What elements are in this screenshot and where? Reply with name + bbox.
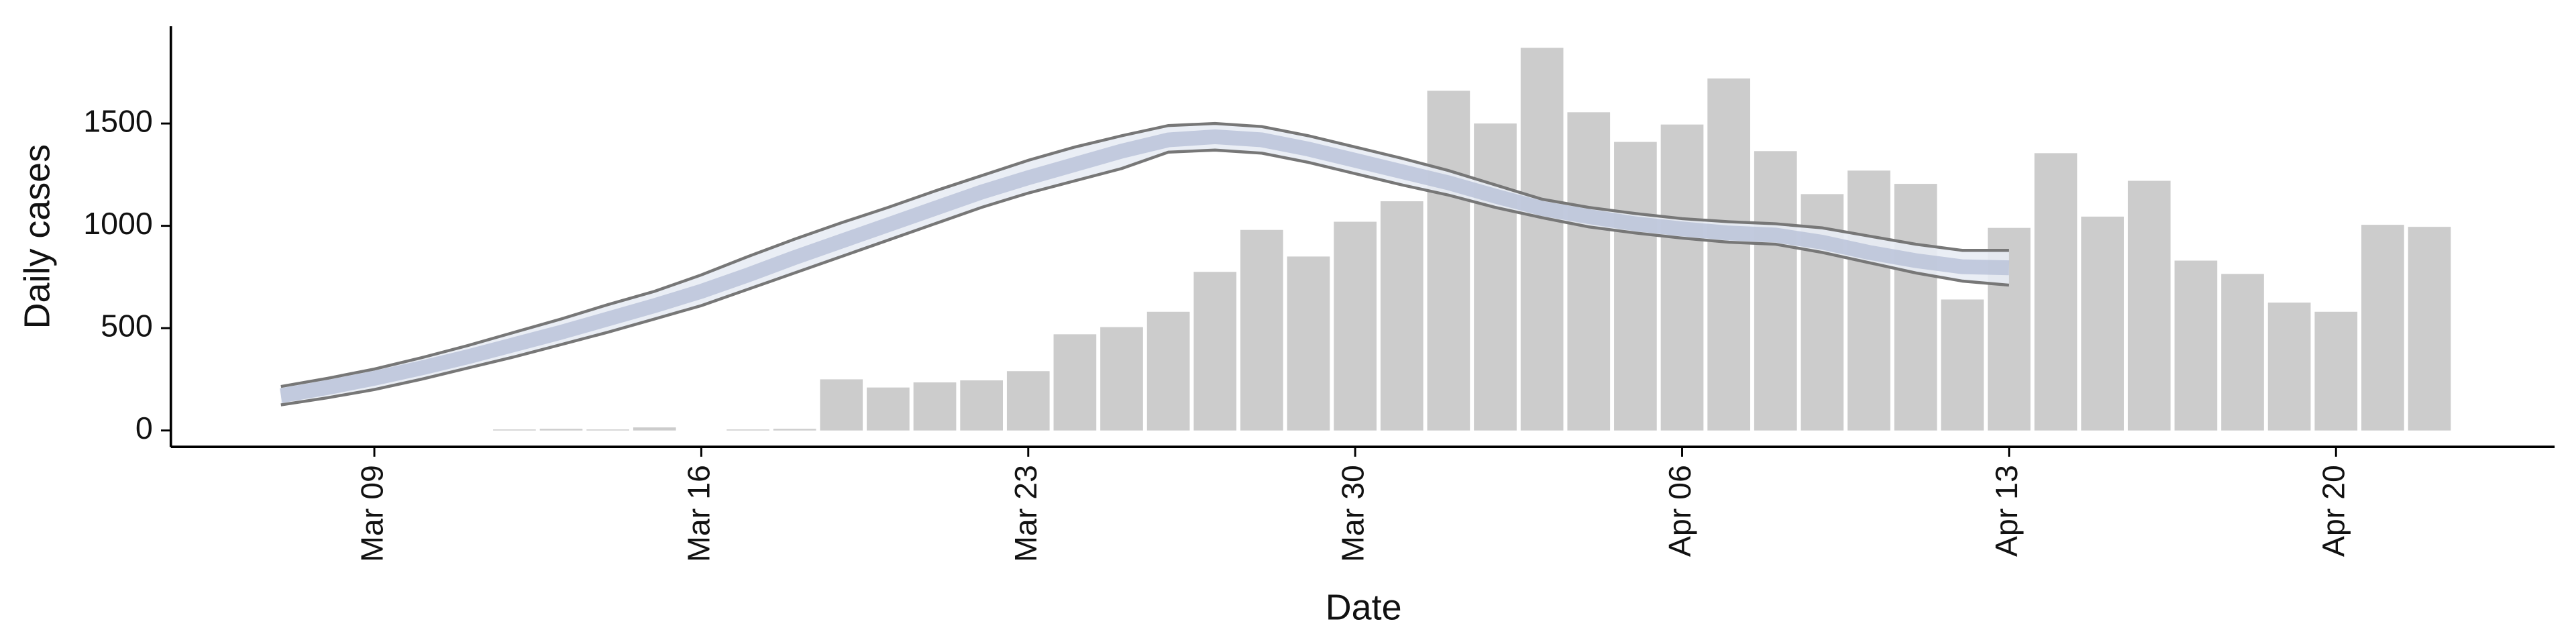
- bar: [867, 387, 910, 431]
- y-tick-label: 0: [136, 411, 153, 445]
- bar: [1707, 78, 1750, 431]
- x-tick-label: Mar 16: [682, 465, 716, 562]
- bar: [1567, 112, 1611, 431]
- ribbon-lower-edge: [280, 148, 2010, 407]
- bar: [2081, 216, 2124, 431]
- bar: [1100, 327, 1143, 431]
- bar: [586, 429, 629, 431]
- bar: [1334, 221, 1377, 431]
- bar: [1614, 142, 1657, 431]
- median-line: [279, 129, 2010, 403]
- bar: [2267, 303, 2311, 431]
- ribbon-upper-edge: [280, 121, 2009, 388]
- bar: [960, 380, 1003, 431]
- bar: [493, 429, 536, 431]
- bar: [1754, 151, 1797, 431]
- bar: [2034, 153, 2078, 431]
- bar: [2361, 225, 2404, 431]
- bar: [2221, 274, 2264, 431]
- x-tick-label: Apr 13: [1989, 465, 2024, 557]
- bar: [539, 429, 583, 431]
- bar: [820, 379, 863, 431]
- bar: [773, 429, 816, 431]
- bar: [1427, 91, 1470, 431]
- x-tick-label: Mar 30: [1335, 465, 1370, 562]
- bar: [913, 382, 957, 431]
- bar: [1474, 123, 1517, 431]
- bar: [1894, 184, 1937, 431]
- bar: [1193, 272, 1237, 431]
- x-axis-title: Date: [1326, 587, 1402, 627]
- bar: [1240, 229, 1283, 431]
- x-tick-label: Mar 09: [354, 465, 389, 562]
- bar: [1287, 256, 1330, 431]
- bar: [1146, 311, 1190, 431]
- bar: [2174, 260, 2218, 431]
- bar: [1380, 201, 1424, 431]
- bar: [1053, 334, 1097, 431]
- bar: [2127, 180, 2171, 431]
- y-tick-label: 500: [101, 308, 153, 343]
- bar: [1006, 371, 1050, 431]
- bar: [727, 429, 769, 431]
- bar: [1847, 170, 1890, 431]
- bar: [1660, 124, 1704, 431]
- y-axis-title: Daily cases: [17, 144, 57, 329]
- x-tick-label: Mar 23: [1008, 465, 1043, 562]
- bar: [2314, 311, 2358, 431]
- x-tick-label: Apr 06: [1662, 465, 1697, 557]
- bar: [633, 427, 676, 431]
- y-tick-label: 1000: [83, 206, 152, 241]
- y-tick-label: 1500: [83, 103, 152, 138]
- x-tick-label: Apr 20: [2316, 465, 2351, 557]
- bar: [1941, 299, 1984, 431]
- bar: [1520, 48, 1564, 431]
- bar: [2408, 227, 2451, 431]
